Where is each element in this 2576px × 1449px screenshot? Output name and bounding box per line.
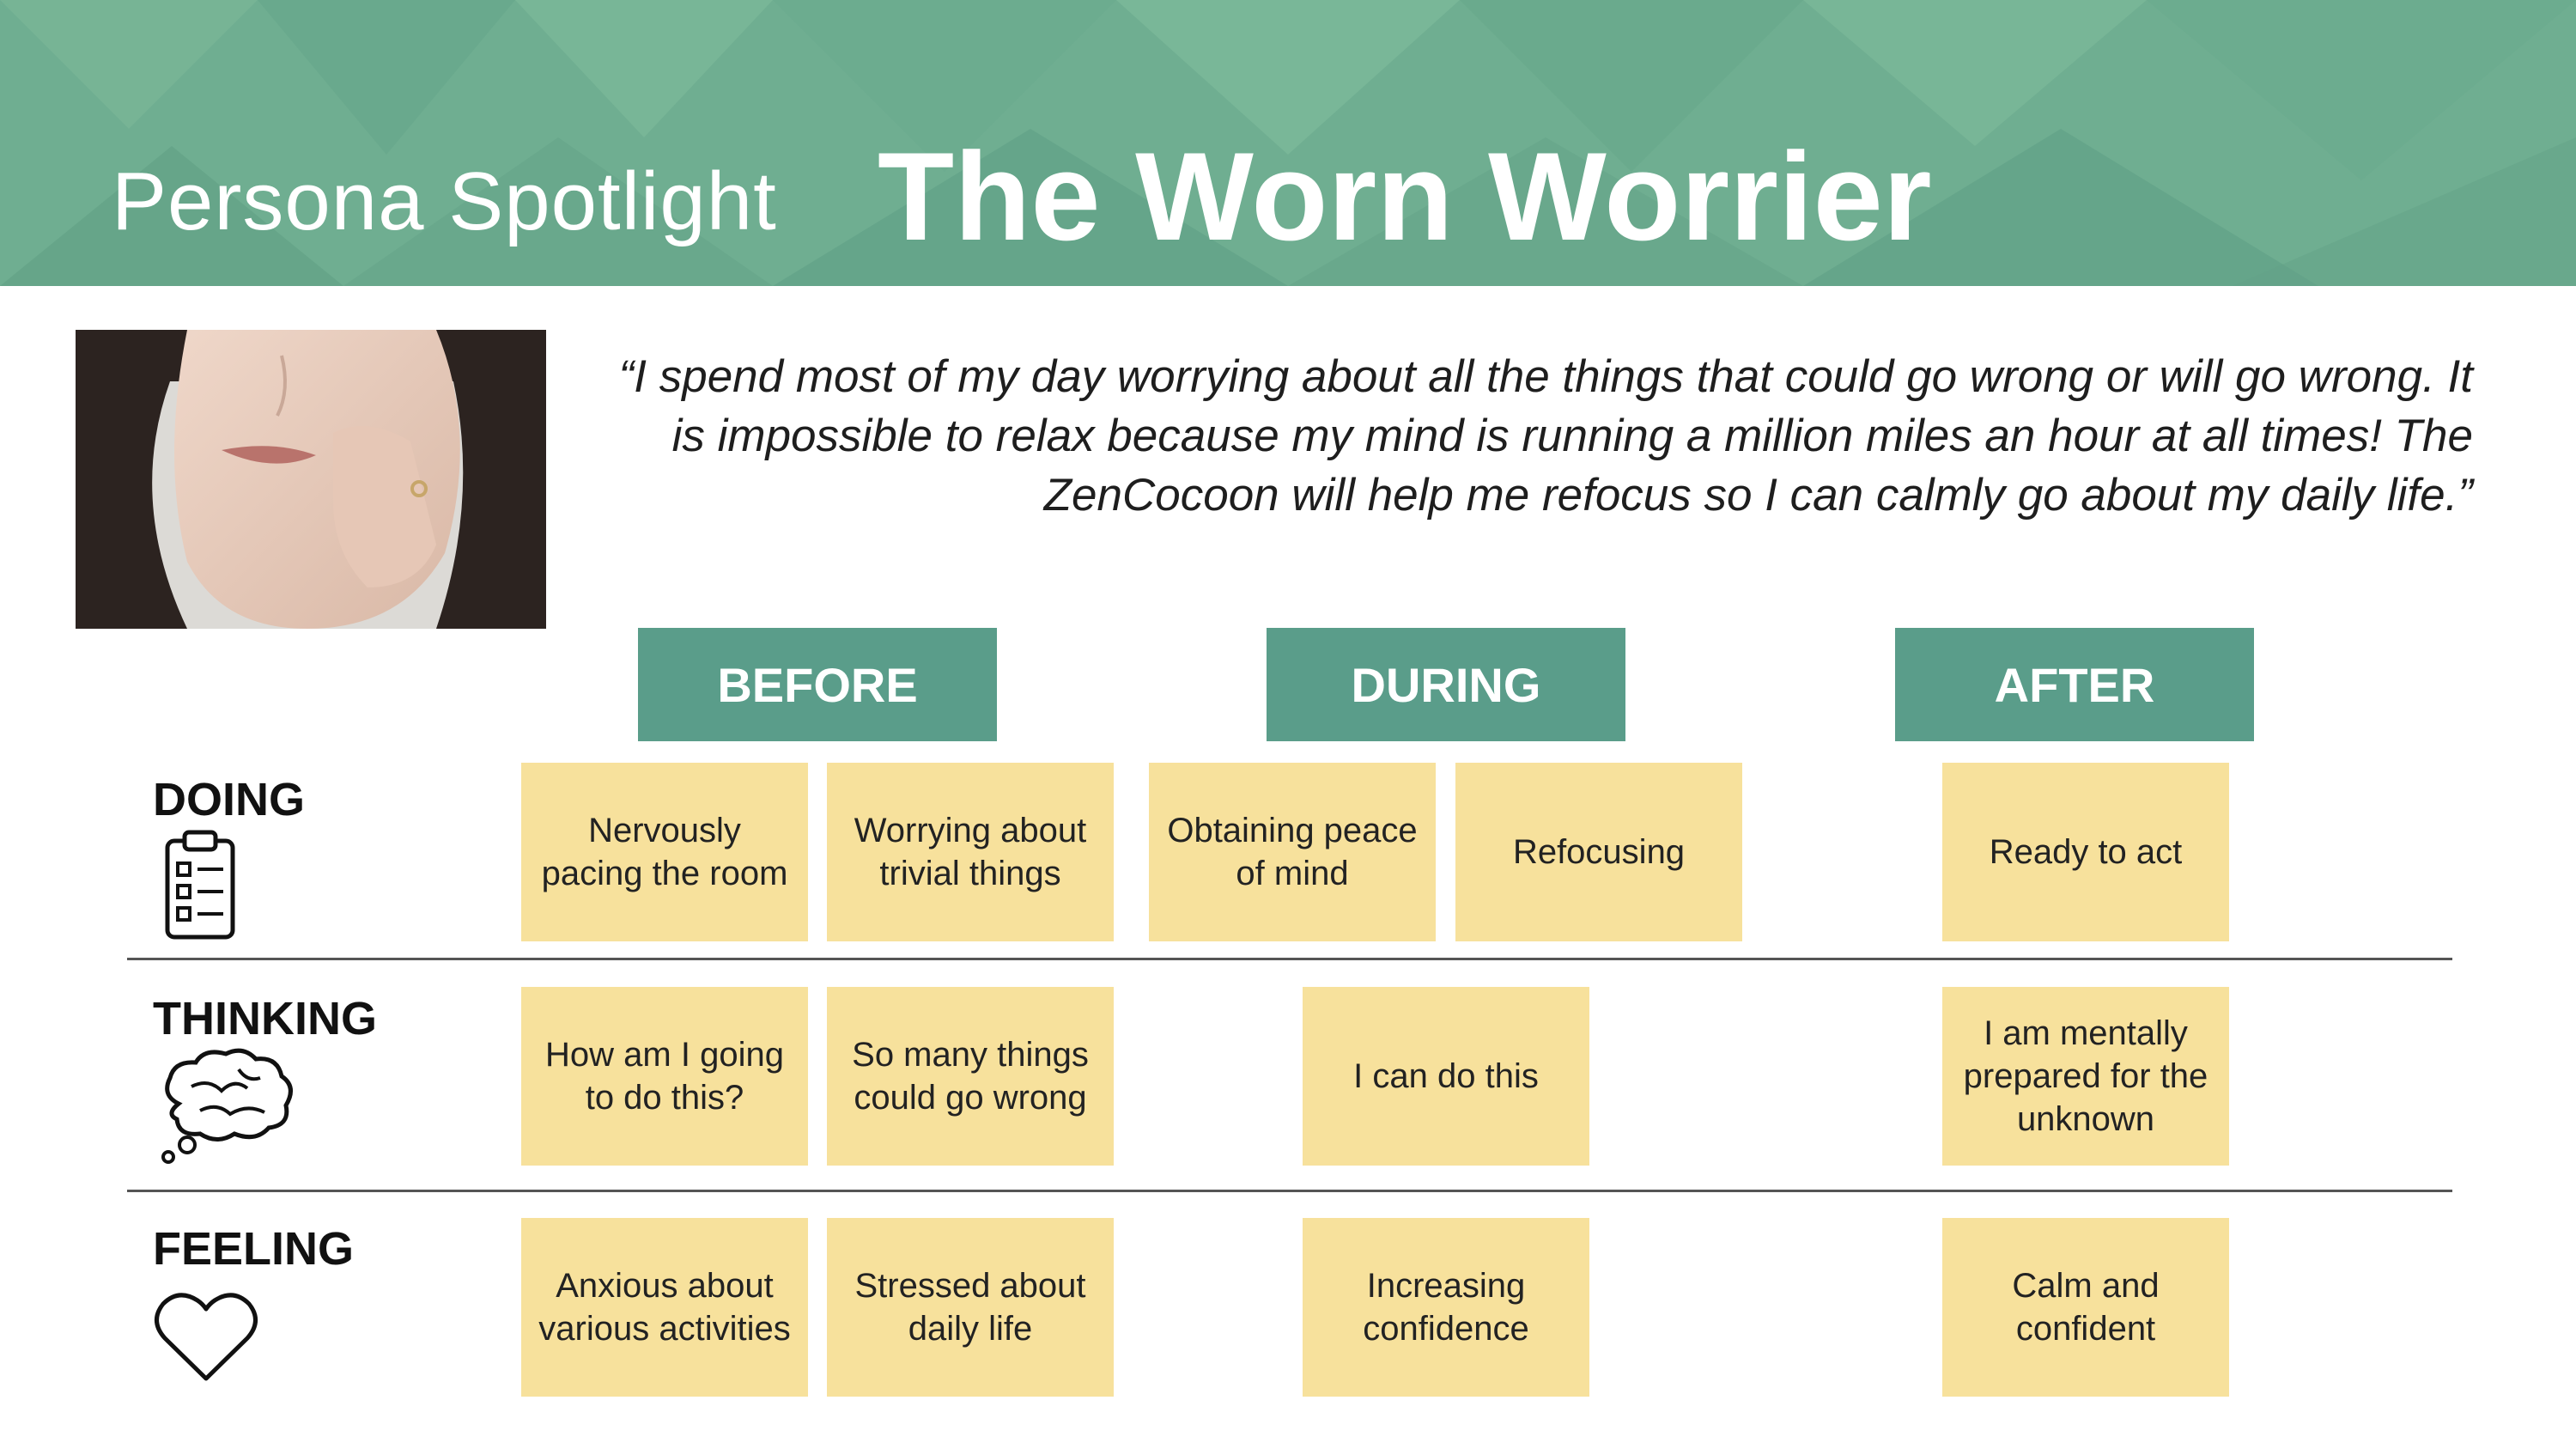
sticky-note: Ready to act [1942,763,2229,941]
heart-icon [153,1288,260,1391]
persona-photo [76,330,546,629]
phase-during: DURING [1267,628,1625,741]
sticky-note: Refocusing [1455,763,1742,941]
row-divider [127,958,2452,960]
banner-pattern [0,0,2576,286]
header-subtitle: Persona Spotlight [112,155,777,247]
sticky-note: Obtaining peace of mind [1149,763,1436,941]
sticky-note: I am mentally prepared for the unknown [1942,987,2229,1166]
phase-before: BEFORE [638,628,997,741]
sticky-note: So many things could go wrong [827,987,1114,1166]
brain-thought-icon [153,1044,299,1168]
sticky-note: I can do this [1303,987,1589,1166]
page-title: The Worn Worrier [878,126,1932,266]
sticky-note: How am I going to do this? [521,987,808,1166]
phase-after: AFTER [1895,628,2254,741]
row-label-feeling: FEELING [153,1223,355,1275]
sticky-note: Worrying about trivial things [827,763,1114,941]
clipboard-checklist-icon [153,829,247,949]
persona-quote: “I spend most of my day worrying about a… [618,351,2473,521]
header-banner: Persona Spotlight The Worn Worrier [0,0,2576,286]
sticky-note: Calm and confident [1942,1218,2229,1397]
sticky-note: Nervously pacing the room [521,763,808,941]
sticky-note: Stressed about daily life [827,1218,1114,1397]
sticky-note: Increasing confidence [1303,1218,1589,1397]
row-label-thinking: THINKING [153,993,377,1044]
row-divider [127,1190,2452,1192]
row-label-doing: DOING [153,774,306,825]
sticky-note: Anxious about various activities [521,1218,808,1397]
